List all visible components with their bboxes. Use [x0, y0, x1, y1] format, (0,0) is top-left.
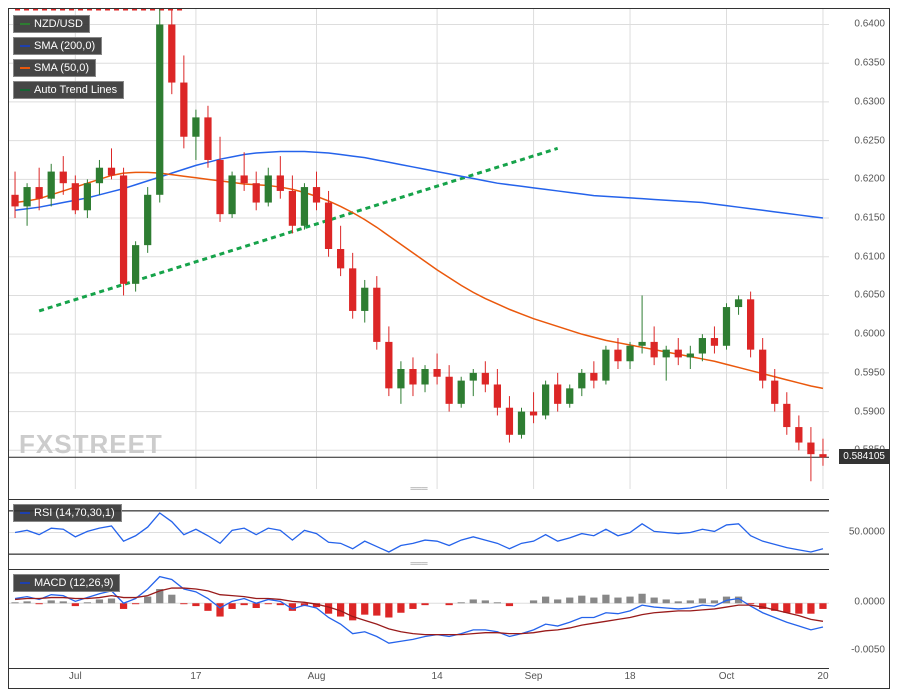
y-tick-main: 0.6100 [854, 251, 885, 262]
rsi-chart-svg [9, 500, 829, 565]
x-tick: 14 [432, 671, 443, 682]
legend-color-3 [20, 89, 30, 91]
legend-label-2: SMA (50,0) [34, 62, 89, 74]
legend-trend[interactable]: Auto Trend Lines [13, 81, 124, 99]
watermark: FXSTREET [19, 429, 163, 460]
rsi-panel[interactable]: RSI (14,70,30,1) ═══ [9, 499, 829, 564]
legend-color-macd [20, 582, 30, 584]
legend-macd[interactable]: MACD (12,26,9) [13, 574, 120, 592]
y-tick-macd: -0.0050 [851, 644, 885, 655]
x-tick: Jul [69, 671, 82, 682]
y-tick-main: 0.5950 [854, 367, 885, 378]
y-tick-main: 0.5900 [854, 406, 885, 417]
y-tick-main: 0.6150 [854, 213, 885, 224]
x-tick: 20 [817, 671, 828, 682]
y-tick-main: 0.6250 [854, 135, 885, 146]
x-tick: 18 [624, 671, 635, 682]
legend-label-macd: MACD (12,26,9) [34, 577, 113, 589]
current-price-badge: 0.584105 [839, 449, 889, 464]
y-tick-rsi: 50.0000 [849, 526, 885, 537]
legend-color-2 [20, 67, 30, 69]
y-axis-main: 0.58500.59000.59500.60000.60500.61000.61… [829, 9, 889, 489]
legend-sma50[interactable]: SMA (50,0) [13, 59, 96, 77]
x-tick: Aug [308, 671, 326, 682]
legend-label-rsi: RSI (14,70,30,1) [34, 507, 115, 519]
legend-label-1: SMA (200,0) [34, 40, 95, 52]
legend-rsi[interactable]: RSI (14,70,30,1) [13, 504, 122, 522]
main-price-panel[interactable]: FXSTREET NZD/USD SMA (200,0) SMA (50,0) … [9, 9, 829, 489]
chart-container: FXSTREET NZD/USD SMA (200,0) SMA (50,0) … [8, 8, 890, 689]
y-tick-main: 0.6300 [854, 96, 885, 107]
legend-color-rsi [20, 512, 30, 514]
macd-chart-svg [9, 570, 829, 665]
y-tick-macd: 0.0000 [854, 597, 885, 608]
legend-color-1 [20, 45, 30, 47]
x-axis: Jul 17 Aug 14 Sep 18 Oct 20 [9, 668, 829, 688]
y-axis-macd: 0.0000 -0.0050 [829, 569, 889, 664]
legend-label-0: NZD/USD [34, 18, 83, 30]
y-axis-rsi: 50.0000 [829, 499, 889, 564]
panel-divider-handle-2[interactable]: ═══ [410, 559, 427, 568]
x-tick: Oct [719, 671, 735, 682]
x-tick: 17 [190, 671, 201, 682]
x-tick: Sep [525, 671, 543, 682]
macd-panel[interactable]: MACD (12,26,9) [9, 569, 829, 664]
main-chart-svg [9, 9, 829, 489]
y-tick-main: 0.6400 [854, 19, 885, 30]
legend-color-0 [20, 23, 30, 25]
panel-divider-handle[interactable]: ═══ [410, 484, 427, 493]
y-tick-main: 0.6200 [854, 174, 885, 185]
legend-label-3: Auto Trend Lines [34, 84, 117, 96]
y-tick-main: 0.6000 [854, 329, 885, 340]
legend-sma200[interactable]: SMA (200,0) [13, 37, 102, 55]
y-tick-main: 0.6050 [854, 290, 885, 301]
legend-pair[interactable]: NZD/USD [13, 15, 90, 33]
y-tick-main: 0.6350 [854, 58, 885, 69]
